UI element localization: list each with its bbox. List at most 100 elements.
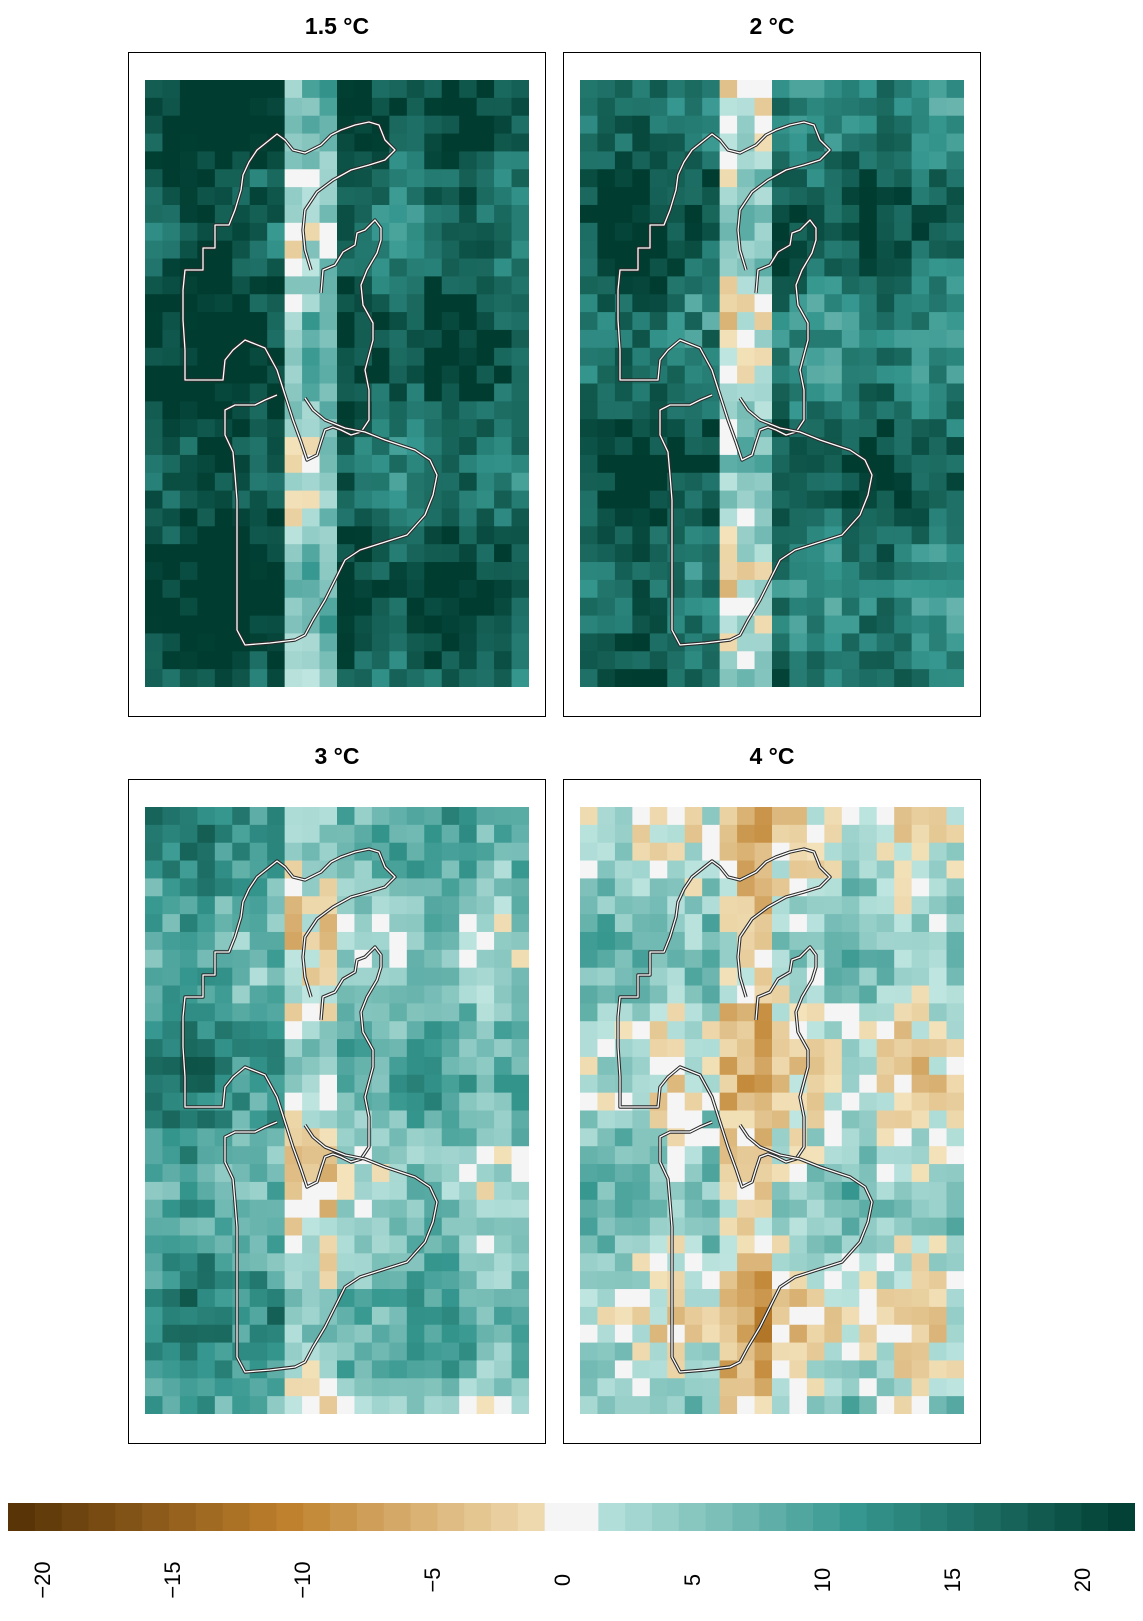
heatmap-cell	[232, 562, 251, 581]
heatmap-cell	[614, 669, 633, 687]
heatmap-cell	[719, 472, 738, 492]
heatmap-cell	[145, 222, 163, 242]
heatmap-cell	[319, 312, 338, 331]
heatmap-cell	[284, 1217, 303, 1236]
heatmap-cell	[249, 1164, 268, 1183]
heatmap-cell	[894, 526, 913, 545]
heatmap-cell	[772, 824, 790, 844]
heatmap-cell	[424, 633, 443, 652]
heatmap-cell	[754, 633, 773, 652]
heatmap-cell	[249, 1235, 268, 1254]
heatmap-cell	[511, 365, 529, 384]
heatmap-cell	[667, 562, 686, 581]
heatmap-cell	[632, 80, 651, 99]
heatmap-cell	[632, 240, 651, 260]
heatmap-cell	[197, 651, 216, 670]
heatmap-cell	[302, 508, 321, 527]
heatmap-cell	[162, 454, 181, 474]
heatmap-cell	[389, 97, 408, 117]
heatmap-cell	[214, 312, 233, 331]
heatmap-cell	[684, 1021, 703, 1040]
heatmap-cell	[667, 97, 686, 117]
heatmap-cell	[267, 1146, 286, 1165]
heatmap-cell	[597, 949, 616, 969]
heatmap-cell	[737, 669, 756, 687]
heatmap-cell	[841, 562, 860, 581]
heatmap-cell	[824, 1199, 843, 1219]
heatmap-cell	[946, 1199, 964, 1219]
heatmap-cell	[389, 597, 408, 617]
heatmap-cell	[772, 1217, 790, 1236]
heatmap-cell	[406, 931, 425, 951]
heatmap-cell	[302, 419, 321, 438]
heatmap-cell	[354, 669, 373, 687]
heatmap-cell	[459, 1324, 478, 1344]
heatmap-cell	[876, 454, 895, 474]
heatmap-cell	[511, 222, 529, 242]
heatmap-cell	[232, 824, 251, 844]
heatmap-cell	[354, 1253, 373, 1272]
heatmap-cell	[911, 204, 930, 224]
heatmap-cell	[806, 312, 825, 331]
heatmap-cell	[459, 276, 478, 295]
heatmap-cell	[737, 1235, 756, 1254]
heatmap-cell	[145, 562, 163, 581]
heatmap-cell	[337, 1056, 355, 1076]
heatmap-cell	[267, 1289, 286, 1308]
heatmap-cell	[841, 187, 860, 206]
heatmap-cell	[632, 508, 651, 527]
heatmap-cell	[214, 472, 233, 492]
heatmap-cell	[859, 842, 878, 862]
heatmap-cell	[702, 472, 721, 492]
heatmap-cell	[876, 204, 895, 224]
heatmap-cell	[894, 1021, 913, 1040]
heatmap-cell	[162, 1360, 181, 1379]
heatmap-cell	[197, 1164, 216, 1183]
heatmap-cell	[684, 949, 703, 969]
heatmap-cell	[649, 1021, 668, 1040]
heatmap-cell	[929, 985, 948, 1004]
heatmap-cell	[684, 651, 703, 670]
heatmap-cell	[702, 1289, 721, 1308]
heatmap-cell	[406, 949, 425, 969]
heatmap-cell	[179, 1181, 198, 1201]
heatmap-cell	[459, 204, 478, 224]
heatmap-cell	[719, 878, 738, 897]
heatmap-cell	[494, 1110, 513, 1129]
heatmap-cell	[841, 1253, 860, 1272]
heatmap-cell	[929, 914, 948, 933]
heatmap-cell	[249, 1396, 268, 1414]
heatmap-cell	[371, 1217, 390, 1236]
heatmap-cell	[894, 860, 913, 879]
heatmap-cell	[354, 80, 373, 99]
heatmap-cell	[876, 1074, 895, 1094]
heatmap-cell	[337, 669, 355, 687]
heatmap-cell	[354, 1092, 373, 1111]
heatmap-cell	[476, 169, 495, 188]
heatmap-cell	[267, 151, 286, 170]
heatmap-cell	[876, 1324, 895, 1344]
heatmap-cell	[649, 824, 668, 844]
heatmap-cell	[597, 579, 616, 599]
heatmap-cell	[214, 1253, 233, 1272]
heatmap-cell	[876, 1021, 895, 1040]
heatmap-cell	[614, 1271, 633, 1290]
heatmap-cell	[667, 579, 686, 599]
heatmap-cell	[459, 860, 478, 879]
heatmap-cell	[424, 544, 443, 563]
heatmap-cell	[511, 842, 529, 862]
heatmap-cell	[511, 807, 529, 826]
heatmap-cell	[389, 419, 408, 438]
heatmap-cell	[580, 365, 598, 384]
heatmap-cell	[789, 860, 808, 879]
heatmap-cell	[337, 347, 355, 367]
heatmap-cell	[859, 544, 878, 563]
heatmap-cell	[824, 258, 843, 277]
heatmap-cell	[406, 878, 425, 897]
region-boundary	[182, 848, 396, 1188]
heatmap-cell	[859, 1289, 878, 1308]
heatmap-cell	[876, 1181, 895, 1201]
heatmap-cell	[789, 97, 808, 117]
heatmap-cell	[702, 1342, 721, 1361]
heatmap-cell	[232, 222, 251, 242]
